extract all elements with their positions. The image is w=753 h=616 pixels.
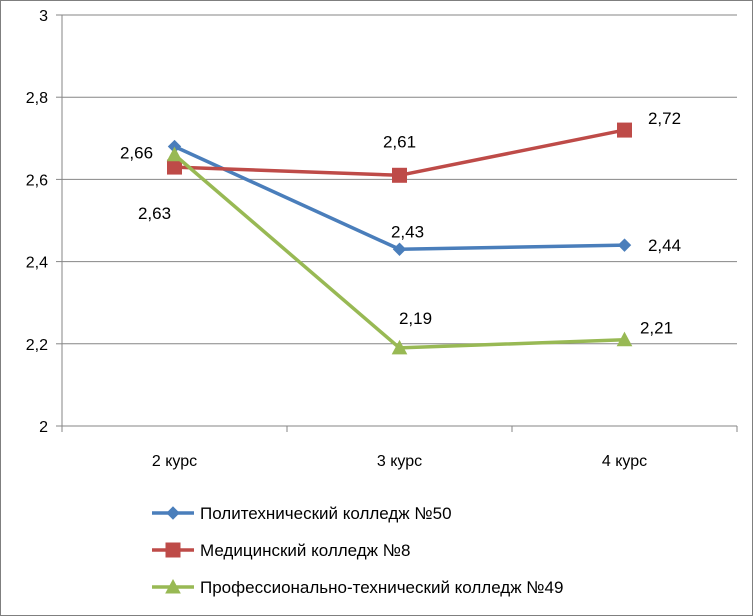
legend-label: Медицинский колледж №8 [200, 541, 410, 560]
data-point [165, 542, 181, 558]
data-label: 2,63 [138, 204, 171, 223]
series-group [166, 122, 633, 355]
data-point [392, 242, 407, 256]
data-label: 2,44 [648, 236, 681, 255]
data-label: 2,21 [640, 319, 673, 338]
x-tick-label: 2 курс [152, 453, 197, 470]
data-point [166, 506, 180, 520]
y-tick-label: 2,8 [26, 90, 48, 107]
data-point [165, 578, 181, 594]
y-tick-label: 2,6 [26, 172, 48, 189]
x-tick-label: 3 курс [377, 453, 422, 470]
legend-label: Профессионально-технический колледж №49 [200, 578, 563, 597]
data-labels: 2,43 2,44 2,63 2,61 2,72 2,66 2,19 2,21 [120, 109, 681, 338]
data-label: 2,72 [648, 109, 681, 128]
y-tick-label: 2 [39, 419, 48, 436]
legend: Политехнический колледж №50 Медицинский к… [152, 504, 563, 597]
data-point [166, 146, 183, 162]
y-tick-label: 2,2 [26, 337, 48, 354]
y-tick-label: 3 [39, 8, 48, 25]
data-point [616, 331, 633, 347]
axes: 2 2,2 2,4 2,6 2,8 3 2 курс 3 курс 4 курс [26, 8, 738, 470]
data-point [167, 159, 182, 175]
x-tick-label: 4 курс [602, 453, 647, 470]
data-point [617, 122, 632, 138]
data-label: 2,61 [383, 132, 416, 151]
legend-label: Политехнический колледж №50 [200, 504, 452, 523]
data-point [392, 167, 407, 183]
data-point [617, 238, 632, 252]
data-label: 2,43 [391, 222, 424, 241]
data-point [391, 339, 408, 355]
y-tick-label: 2,4 [26, 255, 48, 272]
data-label: 2,66 [120, 144, 153, 163]
data-label: 2,19 [399, 309, 432, 328]
